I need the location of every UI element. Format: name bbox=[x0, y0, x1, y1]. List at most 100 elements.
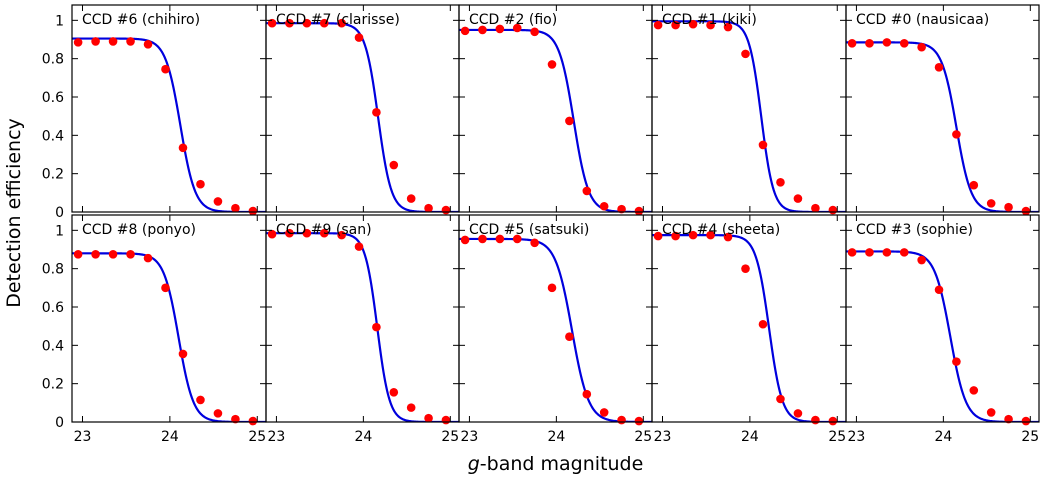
data-point bbox=[865, 39, 874, 48]
data-point bbox=[460, 26, 470, 36]
data-point bbox=[547, 283, 557, 293]
panel-1: CCD #7 (clarisse) bbox=[265, 4, 460, 215]
panel-2: CCD #2 (fio) bbox=[458, 4, 653, 216]
data-point bbox=[178, 143, 188, 153]
data-point bbox=[478, 234, 487, 244]
data-point bbox=[706, 20, 715, 30]
data-point bbox=[917, 42, 926, 52]
panel-title: CCD #1 (kiki) bbox=[662, 12, 757, 28]
x-tick-label: 23 bbox=[654, 429, 672, 445]
data-point bbox=[1004, 202, 1013, 212]
fit-curve bbox=[652, 20, 846, 212]
data-point bbox=[671, 231, 680, 241]
data-point bbox=[582, 389, 592, 399]
data-point bbox=[424, 413, 433, 423]
data-point bbox=[73, 249, 83, 259]
data-point bbox=[354, 242, 364, 251]
data-point bbox=[213, 197, 223, 206]
data-point bbox=[582, 186, 592, 196]
data-point bbox=[530, 27, 539, 37]
y-tick-label: 0.2 bbox=[42, 167, 64, 183]
data-point bbox=[811, 415, 820, 425]
data-point bbox=[143, 39, 153, 49]
x-tick-label: 24 bbox=[934, 429, 952, 445]
data-point bbox=[688, 19, 698, 29]
panel-title: CCD #5 (satsuki) bbox=[469, 222, 589, 238]
panel-7: 23 24 25 CCD #5 (satsuki) bbox=[458, 214, 653, 445]
data-point bbox=[406, 403, 416, 412]
y-tick-label: 1 bbox=[55, 13, 64, 29]
data-point bbox=[302, 228, 312, 238]
x-tick-label: 23 bbox=[268, 429, 286, 445]
panel-title: CCD #8 (ponyo) bbox=[82, 222, 196, 238]
panel-9: 23 24 25 CCD #3 (sophie) bbox=[845, 214, 1040, 445]
y-tick-label: 1 bbox=[55, 223, 64, 239]
fit-curve bbox=[652, 234, 846, 422]
data-point bbox=[389, 387, 399, 397]
y-tick-label: 0.6 bbox=[42, 90, 64, 106]
data-point bbox=[372, 322, 381, 332]
x-tick-label: 23 bbox=[74, 429, 92, 445]
data-point bbox=[441, 205, 451, 215]
x-tick-label: 24 bbox=[161, 429, 179, 445]
data-point bbox=[530, 238, 539, 248]
data-point bbox=[882, 248, 892, 257]
data-point bbox=[213, 409, 223, 418]
panel-4: CCD #0 (nausicaa) bbox=[845, 4, 1040, 216]
data-point bbox=[634, 416, 644, 426]
data-point bbox=[108, 249, 118, 259]
data-point bbox=[389, 160, 399, 170]
panel-title: CCD #2 (fio) bbox=[469, 12, 557, 28]
data-point bbox=[617, 415, 626, 425]
data-point bbox=[688, 230, 698, 240]
data-point bbox=[969, 386, 979, 395]
data-point bbox=[1021, 206, 1031, 216]
y-tick-label: 0.6 bbox=[42, 300, 64, 316]
x-tick-label: 23 bbox=[848, 429, 866, 445]
data-point bbox=[741, 49, 750, 59]
x-tick-label: 24 bbox=[354, 429, 372, 445]
data-point bbox=[161, 283, 170, 293]
data-point bbox=[267, 229, 277, 239]
y-tick-label: 0.4 bbox=[42, 338, 64, 354]
data-point bbox=[865, 248, 874, 257]
data-point bbox=[161, 64, 170, 74]
data-point bbox=[337, 18, 346, 28]
panel-frame bbox=[651, 214, 847, 423]
data-point bbox=[847, 39, 857, 48]
panel-title: CCD #4 (sheeta) bbox=[662, 222, 780, 238]
data-point bbox=[285, 18, 294, 28]
data-point bbox=[934, 285, 944, 295]
data-point bbox=[178, 349, 188, 359]
data-point bbox=[319, 228, 329, 238]
data-point bbox=[319, 18, 329, 28]
data-point bbox=[671, 20, 680, 30]
data-point bbox=[917, 255, 926, 265]
panel-5: 0 0.2 0.4 0.6 0.8 1 23 24 25 CCD #8 (ponyo) bbox=[42, 214, 267, 445]
data-point bbox=[882, 38, 892, 47]
data-point bbox=[495, 234, 505, 244]
data-point bbox=[599, 201, 609, 211]
y-tick-label: 0.2 bbox=[42, 377, 64, 393]
data-point bbox=[231, 203, 240, 213]
data-point bbox=[723, 22, 733, 32]
data-point bbox=[231, 414, 240, 424]
data-point bbox=[91, 37, 100, 46]
fit-curve bbox=[459, 237, 652, 422]
x-tick-label: 25 bbox=[828, 429, 846, 445]
data-point bbox=[460, 235, 470, 245]
data-point bbox=[441, 415, 451, 425]
data-point bbox=[793, 409, 803, 418]
panel-0: 0 0.2 0.4 0.6 0.8 1 CCD #6 (chihiro) bbox=[42, 4, 267, 221]
data-point bbox=[617, 204, 626, 214]
data-point bbox=[143, 253, 153, 263]
data-point bbox=[811, 203, 820, 213]
y-tick-label: 0 bbox=[55, 205, 64, 221]
data-point bbox=[108, 37, 118, 46]
panel-8: 23 24 25 CCD #4 (sheeta) bbox=[651, 214, 847, 445]
data-point bbox=[776, 394, 785, 404]
data-point bbox=[424, 203, 433, 213]
data-point bbox=[599, 408, 609, 417]
data-point bbox=[372, 108, 381, 117]
